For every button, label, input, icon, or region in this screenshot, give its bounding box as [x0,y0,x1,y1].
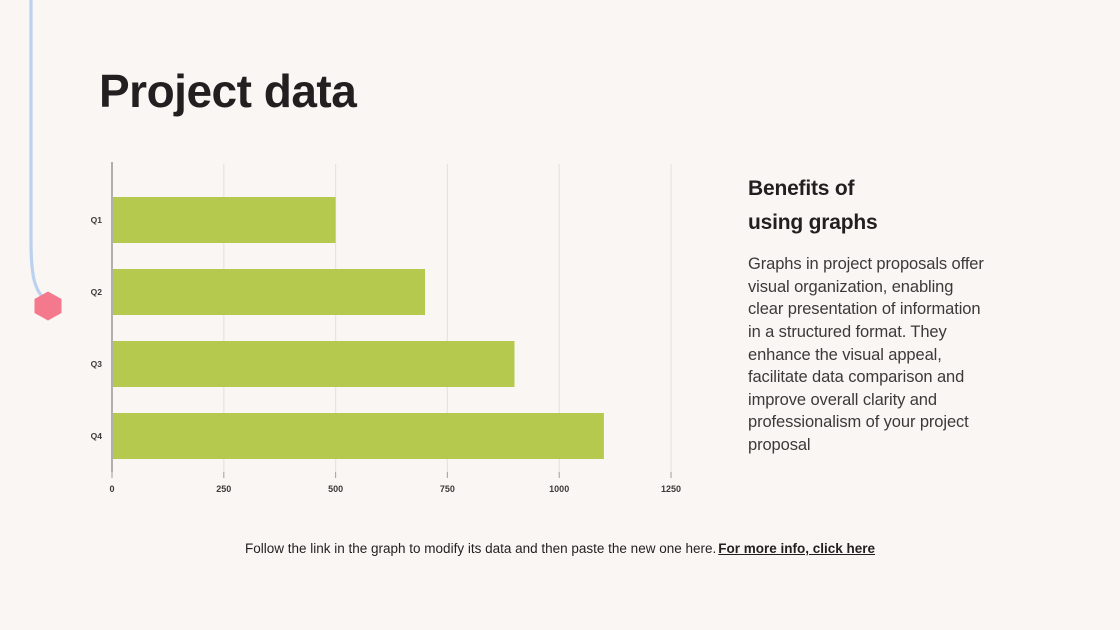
bar-q3 [113,341,515,387]
benefits-heading: Benefits of using graphs [748,172,984,239]
x-tick-label: 500 [328,484,343,494]
pink-hexagon-icon [34,291,62,321]
category-label-q4: Q4 [91,431,103,441]
x-tick-label: 0 [109,484,114,494]
x-tick-label: 1250 [661,484,681,494]
footer-caption-text: Follow the link in the graph to modify i… [244,541,717,556]
chart-x-axis-ticks: 0 250 500 750 1000 1250 [109,472,681,494]
category-label-q1: Q1 [91,215,103,225]
more-info-link[interactable]: For more info, click here [718,541,876,556]
x-tick-label: 1000 [549,484,569,494]
bar-q4 [113,413,604,459]
project-data-bar-chart[interactable]: Q1 Q2 Q3 Q4 0 250 500 750 1000 1250 [88,162,688,507]
benefits-text-column: Benefits of using graphs Graphs in proje… [748,172,984,457]
category-label-q3: Q3 [91,359,103,369]
bar-chart-svg: Q1 Q2 Q3 Q4 0 250 500 750 1000 1250 [91,162,681,494]
x-tick-label: 750 [440,484,455,494]
benefits-body-text: Graphs in project proposals offer visual… [748,255,984,454]
x-tick-label: 250 [216,484,231,494]
page-title: Project data [99,65,357,117]
footer-caption: Follow the link in the graph to modify i… [0,541,1120,556]
chart-bars [113,197,604,459]
benefits-heading-line-2: using graphs [748,210,878,234]
curved-blue-line-icon [29,0,50,304]
benefits-heading-line-1: Benefits of [748,177,855,200]
chart-category-labels: Q1 Q2 Q3 Q4 [91,215,103,441]
bar-q2 [113,269,426,315]
bar-q1 [113,197,336,243]
category-label-q2: Q2 [91,287,103,297]
